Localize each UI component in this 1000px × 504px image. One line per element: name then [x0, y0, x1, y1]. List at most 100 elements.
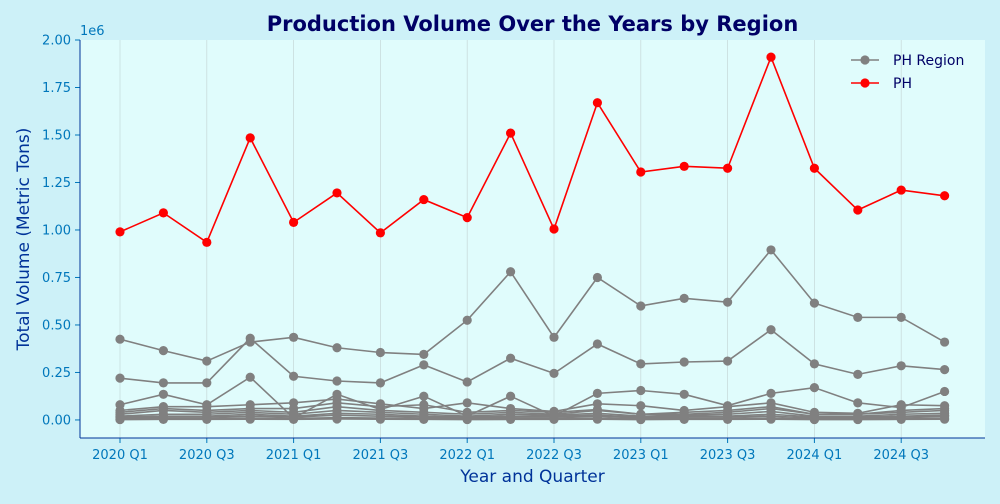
data-point	[115, 414, 125, 425]
data-point	[375, 378, 385, 388]
legend-marker	[860, 55, 870, 65]
data-point	[549, 332, 559, 342]
data-point	[723, 163, 733, 173]
data-point	[506, 353, 516, 363]
legend-entry: PH Region	[851, 53, 964, 69]
chart-title: Production Volume Over the Years by Regi…	[267, 12, 799, 36]
data-point	[853, 398, 863, 408]
data-point	[419, 194, 429, 205]
data-point	[289, 414, 299, 424]
data-point	[809, 414, 820, 425]
series-lines	[115, 52, 950, 425]
data-point	[419, 391, 429, 401]
data-point	[592, 339, 603, 349]
data-point	[332, 343, 342, 353]
grid-lines	[119, 40, 902, 438]
data-point	[592, 98, 603, 108]
legend-marker	[860, 78, 870, 88]
data-point	[115, 373, 125, 383]
x-tick-label: 2024 Q1	[787, 448, 843, 463]
data-point	[332, 376, 342, 386]
data-point	[809, 359, 820, 369]
x-tick-label: 2022 Q3	[526, 448, 582, 463]
data-point	[419, 349, 429, 360]
data-point	[723, 414, 733, 424]
legend-label: PH Region	[893, 53, 964, 69]
series-group	[115, 414, 950, 425]
x-tick-label: 2023 Q3	[700, 448, 756, 463]
series-line	[119, 409, 945, 417]
y-tick-label: 1.00	[42, 223, 71, 238]
series-line	[119, 418, 945, 421]
data-point	[245, 372, 255, 382]
data-point	[679, 389, 689, 399]
data-point	[158, 414, 168, 424]
data-point	[202, 378, 212, 388]
x-axis-label: Year and Quarter	[459, 467, 604, 487]
data-point	[462, 377, 472, 387]
data-point	[636, 385, 646, 396]
data-point	[158, 389, 168, 399]
series-group	[115, 325, 950, 388]
data-point	[809, 383, 820, 393]
data-point	[158, 378, 168, 388]
data-point	[679, 357, 689, 367]
y-tick-label: 0.75	[42, 271, 71, 286]
series-line	[119, 248, 945, 362]
x-tick-label: 2023 Q1	[613, 448, 669, 463]
data-point	[115, 227, 125, 237]
y-tick-label: 0.50	[42, 318, 71, 333]
data-point	[679, 161, 689, 171]
series-line	[119, 398, 945, 415]
data-point	[853, 369, 863, 379]
data-point	[723, 356, 733, 366]
data-point	[853, 414, 863, 425]
series-line	[119, 412, 945, 418]
data-point	[896, 361, 906, 371]
legend-label: PH	[893, 76, 912, 92]
data-point	[375, 414, 385, 424]
data-point	[332, 188, 342, 198]
data-point	[940, 365, 950, 375]
data-point	[375, 347, 385, 358]
legend-entry: PH	[851, 76, 912, 92]
data-point	[289, 332, 299, 342]
y-tick-label: 0.00	[42, 413, 71, 428]
data-point	[462, 315, 472, 325]
data-point	[332, 414, 342, 424]
data-point	[462, 398, 472, 408]
data-point	[723, 297, 733, 307]
data-point	[289, 217, 299, 227]
x-tick-label: 2022 Q1	[439, 448, 495, 463]
data-point	[506, 128, 516, 138]
data-point	[158, 208, 168, 218]
data-point	[245, 133, 255, 143]
data-point	[245, 414, 255, 424]
data-point	[853, 312, 863, 322]
data-point	[766, 388, 776, 398]
data-point	[158, 346, 168, 356]
data-point	[636, 414, 646, 425]
data-point	[896, 312, 906, 322]
data-point	[636, 401, 646, 411]
data-point	[636, 167, 646, 177]
data-point	[592, 414, 603, 424]
data-point	[679, 293, 689, 303]
data-point	[636, 359, 646, 369]
data-point	[636, 301, 646, 311]
data-point	[940, 191, 950, 201]
y-axis-label: Total Volume (Metric Tons)	[14, 128, 34, 352]
data-point	[896, 185, 906, 195]
data-point	[202, 356, 212, 366]
data-point	[809, 298, 820, 308]
data-point	[809, 163, 820, 173]
legend: PH Region PH	[851, 53, 964, 92]
series-line	[119, 414, 945, 419]
y-tick-label: 1.50	[42, 128, 71, 143]
data-point	[679, 414, 689, 424]
data-point	[940, 337, 950, 347]
y-tick-label: 1.25	[42, 176, 71, 191]
data-point	[506, 391, 516, 401]
axes: 2020 Q1 2020 Q3 2021 Q1 2021 Q3 2022 Q1 2022 …	[42, 34, 985, 463]
